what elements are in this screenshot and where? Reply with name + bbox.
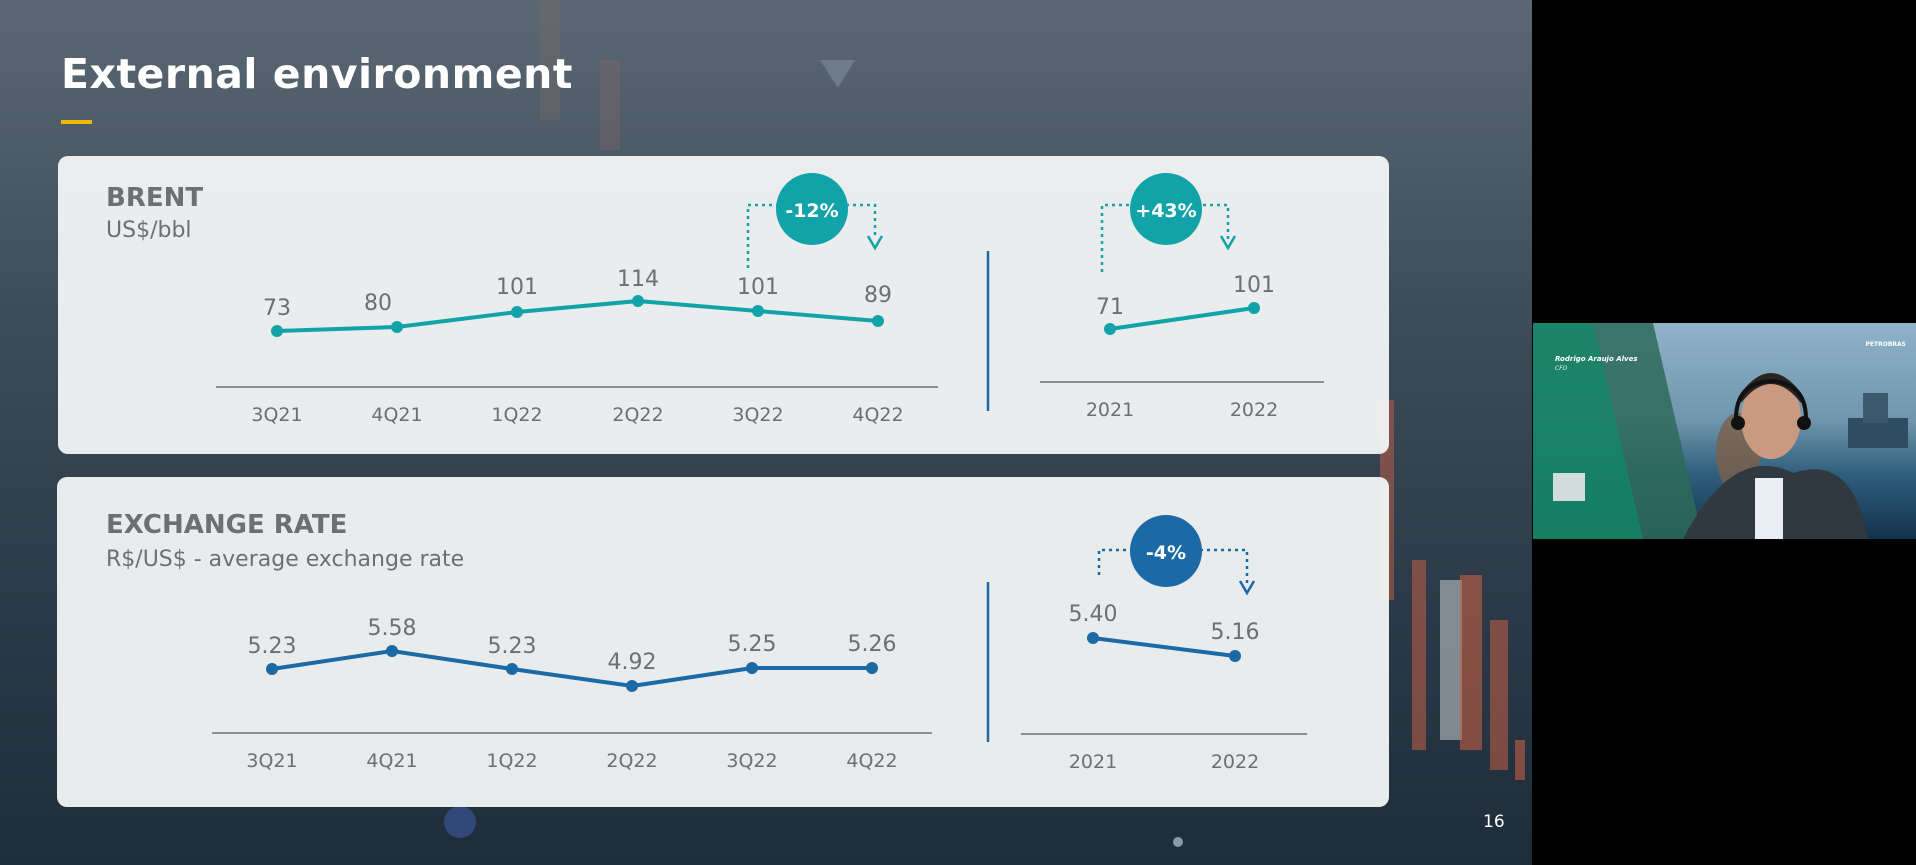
brent-annual-change-badge-text: +43%: [1135, 200, 1196, 222]
brent-data-label: 114: [617, 267, 659, 292]
brent-quarterly-chart: 73 80 101 114 101 89 3Q21 4Q21 1Q22: [216, 173, 1324, 426]
exchange-point: [746, 662, 758, 674]
exchange-data-label: 5.26: [848, 632, 897, 657]
brent-tick-label: 4Q21: [371, 404, 422, 426]
brent-tick-label: 3Q21: [251, 404, 302, 426]
brent-tick-label: 2Q22: [612, 404, 663, 426]
exchange-annual-tick: 2021: [1069, 751, 1117, 773]
exchange-tick-label: 4Q21: [366, 750, 417, 772]
brent-tick-label: 1Q22: [491, 404, 542, 426]
brent-point: [872, 315, 884, 327]
presenter-role: CFO: [1555, 365, 1568, 372]
exchange-tick-label: 4Q22: [846, 750, 897, 772]
exchange-data-label: 5.58: [368, 616, 417, 641]
exchange-annual-change-badge: [1130, 515, 1202, 587]
brent-annual-change-badge: [1130, 173, 1202, 245]
brent-annual-tick: 2021: [1086, 399, 1134, 421]
brent-panel: BRENT US$/bbl 73 80 101 114 101 89: [58, 156, 1389, 454]
brent-annual-point: [1104, 323, 1116, 335]
exchange-annual-label: 5.16: [1211, 620, 1260, 645]
page-number: 16: [1483, 812, 1505, 832]
exchange-title: EXCHANGE RATE: [106, 510, 348, 540]
exchange-tick-label: 1Q22: [486, 750, 537, 772]
exchange-data-label: 4.92: [608, 650, 657, 675]
exchange-annual-label: 5.40: [1069, 602, 1118, 627]
brent-data-label: 101: [737, 275, 779, 300]
exchange-data-label: 5.23: [488, 634, 537, 659]
brent-point: [391, 321, 403, 333]
company-logo: PETROBRAS: [1865, 341, 1906, 348]
brent-quarterly-line: [276, 298, 879, 333]
exchange-point: [866, 662, 878, 674]
exchange-tick-label: 3Q22: [726, 750, 777, 772]
arrow-down-icon: [1219, 235, 1237, 251]
arrow-down-icon: [866, 235, 884, 251]
exchange-data-label: 5.25: [728, 632, 777, 657]
slide-title: External environment: [61, 50, 573, 98]
exchange-point: [266, 663, 278, 675]
exchange-data-label: 5.23: [248, 634, 297, 659]
brent-title: BRENT: [106, 183, 204, 213]
exchange-annual-point: [1087, 632, 1099, 644]
brent-point: [511, 306, 523, 318]
brent-data-label: 80: [364, 291, 392, 316]
brent-annual-tick: 2022: [1230, 399, 1278, 421]
brent-change-badge-text: -12%: [785, 200, 838, 222]
brent-change-badge: [776, 173, 848, 245]
exchange-quarterly-line: [271, 648, 872, 689]
brent-annual-line: [1109, 306, 1255, 331]
exchange-tick-label: 3Q21: [246, 750, 297, 772]
exchange-point: [386, 645, 398, 657]
video-scene: [1533, 323, 1908, 539]
brent-tick-label: 3Q22: [732, 404, 783, 426]
brent-point: [271, 325, 283, 337]
brent-data-label: 101: [496, 275, 538, 300]
exchange-panel: EXCHANGE RATE R$/US$ - average exchange …: [57, 477, 1389, 807]
brent-annual-change-arrow: [1100, 203, 1230, 272]
exchange-unit: R$/US$ - average exchange rate: [106, 547, 465, 572]
exchange-point: [506, 663, 518, 675]
exchange-annual-line: [1092, 636, 1236, 658]
title-accent-bar: [61, 120, 92, 124]
brent-point: [752, 305, 764, 317]
brent-point: [632, 295, 644, 307]
background-decoration: [444, 0, 1525, 847]
exchange-tick-label: 2Q22: [606, 750, 657, 772]
presenter-video[interactable]: Rodrigo Araujo Alves CFO PETROBRAS: [1533, 323, 1916, 539]
brent-annual-label: 71: [1096, 295, 1124, 320]
brent-data-label: 73: [263, 296, 291, 321]
exchange-quarterly-chart: 5.23 5.58 5.23 4.92 5.25 5.26 3Q21 4Q21: [212, 515, 1307, 773]
presentation-slide: External environment BRENT US$/bbl 73 80…: [0, 0, 1532, 865]
arrow-down-icon: [1238, 580, 1256, 596]
brent-annual-point: [1248, 302, 1260, 314]
exchange-annual-point: [1229, 650, 1241, 662]
brent-unit: US$/bbl: [106, 218, 192, 243]
brent-tick-label: 4Q22: [852, 404, 903, 426]
exchange-annual-tick: 2022: [1211, 751, 1259, 773]
presenter-name: Rodrigo Araujo Alves: [1555, 355, 1638, 363]
brent-data-label: 89: [864, 283, 892, 308]
brent-annual-label: 101: [1233, 273, 1275, 298]
exchange-point: [626, 680, 638, 692]
exchange-annual-change-badge-text: -4%: [1146, 542, 1186, 564]
